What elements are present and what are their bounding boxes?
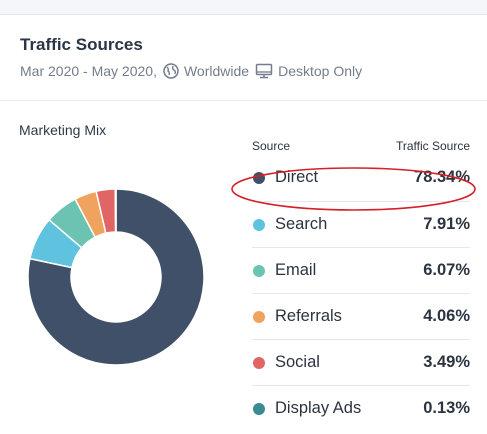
legend-dot-icon [253,357,265,369]
legend-dot-icon [253,311,265,323]
legend-dot-icon [253,219,265,231]
desktop-icon [255,63,273,79]
col-header-traffic-source: Traffic Source [395,139,470,153]
source-percentage: 4.06% [423,307,470,325]
device-label: Desktop Only [278,63,363,79]
source-name: Referrals [275,307,342,325]
card-title: Traffic Sources [20,35,143,54]
top-strip [0,0,487,14]
card-subtitle: Mar 2020 - May 2020, Worldwide Desktop O… [20,63,362,79]
table-row[interactable]: Display Ads 0.13% [252,385,470,431]
legend-dot-icon [253,265,265,277]
table-header: Source Traffic Source [252,135,470,155]
donut-slice-direct[interactable] [27,188,205,366]
source-percentage: 3.49% [423,353,470,371]
source-percentage: 7.91% [423,215,470,233]
source-name: Social [275,353,320,371]
region-label: Worldwide [183,63,250,79]
source-percentage: 78.34% [414,168,470,186]
card-header: Traffic Sources Mar 2020 - May 2020, Wor… [0,15,487,101]
table-row[interactable]: Referrals 4.06% [252,293,470,339]
source-percentage: 0.13% [423,399,470,417]
traffic-sources-card: Traffic Sources Mar 2020 - May 2020, Wor… [0,14,487,434]
legend-dot-icon [253,403,265,415]
source-name: Search [275,215,328,233]
date-range: Mar 2020 - May 2020, [20,63,157,79]
source-name: Direct [275,168,319,186]
traffic-source-table: Source Traffic Source Direct 78.34% Search… [252,135,470,431]
legend-dot-icon [253,172,265,184]
source-name: Display Ads [275,399,362,417]
marketing-mix-donut-chart [27,188,205,366]
source-percentage: 6.07% [423,261,470,279]
table-row[interactable]: Email 6.07% [252,247,470,293]
marketing-mix-label: Marketing Mix [19,122,107,138]
col-header-source: Source [252,139,291,153]
globe-icon [163,63,179,79]
table-row[interactable]: Search 7.91% [252,201,470,247]
table-row[interactable]: Direct 78.34% [252,155,470,201]
table-row[interactable]: Social 3.49% [252,339,470,385]
donut-slice-display-ads[interactable] [114,188,117,233]
source-name: Email [275,261,317,279]
